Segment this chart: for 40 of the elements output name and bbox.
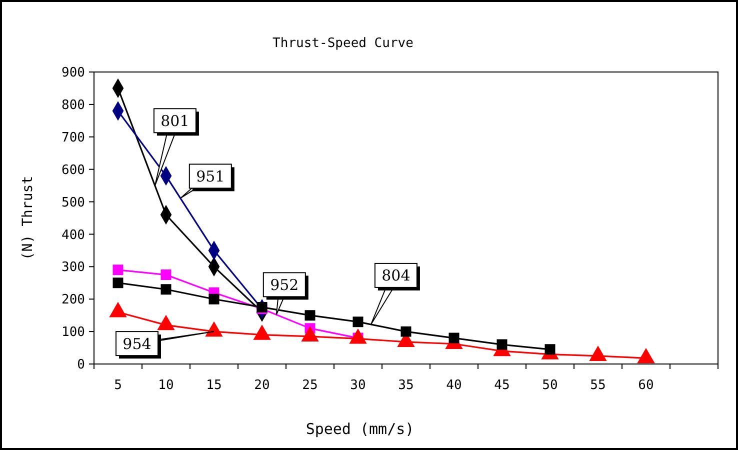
x-tick-label: 25 (302, 378, 318, 393)
y-axis-title: (N) Thrust (20, 176, 36, 260)
x-tick-label: 20 (254, 378, 270, 393)
text: 804 (382, 266, 410, 285)
point (112, 264, 124, 276)
series-label: 801 (160, 112, 190, 130)
y-tick-label: 500 (62, 195, 85, 210)
point (208, 294, 220, 304)
series-label: 951 (196, 167, 225, 186)
point (304, 310, 316, 321)
x-tick-label: 60 (638, 378, 654, 393)
x-tick-label: 35 (398, 378, 414, 393)
point (496, 339, 508, 350)
y-tick-label: 600 (62, 162, 85, 178)
x-tick-label: 5 (114, 378, 122, 393)
x-tick-label: 45 (494, 378, 510, 393)
x-tick-label: 55 (590, 378, 606, 393)
y-tick-label: 200 (62, 292, 85, 308)
y-tick-label: 700 (62, 130, 85, 146)
point (160, 284, 172, 295)
y-tick-label: 100 (62, 325, 85, 340)
point (352, 316, 364, 328)
y-tick-label: 300 (62, 260, 85, 276)
point (112, 278, 124, 288)
y-tick-label: 800 (62, 98, 85, 113)
series-label: 954 (122, 334, 152, 353)
x-tick-label: 30 (350, 378, 366, 393)
y-tick-label: 400 (62, 228, 85, 243)
point (400, 326, 412, 337)
x-axis-title: Speed (mm/s) (306, 420, 414, 438)
point (160, 270, 172, 280)
point (448, 332, 460, 344)
y-tick-label: 900 (62, 66, 85, 81)
x-tick-label: 40 (446, 378, 462, 393)
series-label: 952 (270, 276, 299, 294)
x-tick-label: 15 (206, 378, 222, 393)
y-tick-label: 0 (77, 358, 85, 373)
chart-title: Thrust-Speed Curve (272, 36, 414, 51)
x-tick-label: 10 (158, 378, 174, 393)
x-tick-label: 50 (542, 378, 558, 393)
